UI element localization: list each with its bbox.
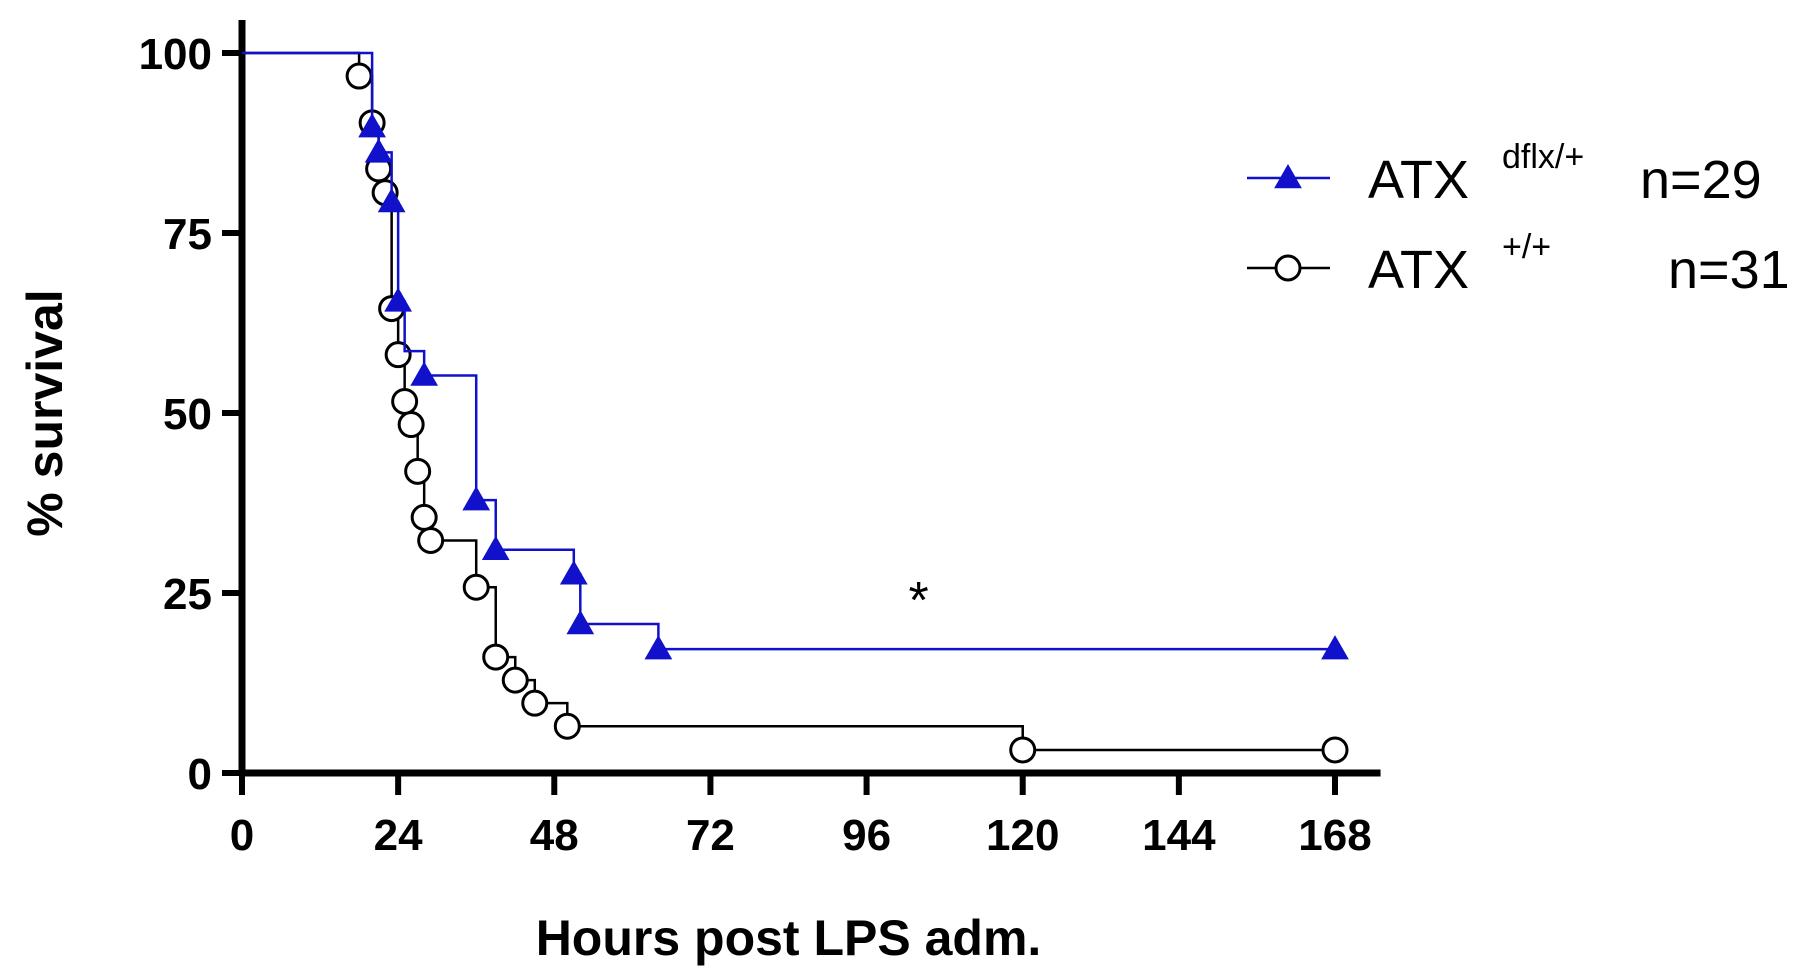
- series-layer: [242, 51, 1349, 764]
- censor-marker-triangle: [566, 609, 595, 635]
- y-tick-label: 75: [163, 210, 212, 259]
- axes: 0 24 48 72 96 120 144 168 0 25 50 75 100: [139, 20, 1381, 860]
- x-tick-label: 120: [986, 811, 1059, 860]
- x-axis-title: Hours post LPS adm.: [536, 910, 1042, 966]
- censor-marker-triangle: [364, 138, 393, 163]
- censor-marker-triangle: [384, 287, 413, 312]
- significance-annotation: *: [908, 572, 928, 630]
- censor-marker-circle: [1321, 736, 1349, 764]
- legend-label: ATX: [1368, 150, 1469, 210]
- censor-marker-triangle: [377, 188, 406, 213]
- x-tick-label: 0: [230, 811, 254, 860]
- censor-marker-circle: [345, 62, 373, 90]
- series-0: [242, 51, 1349, 660]
- series-1: [242, 51, 1349, 764]
- censor-marker-triangle: [410, 361, 439, 386]
- censor-marker-circle: [482, 643, 510, 671]
- censor-marker-circle: [417, 526, 445, 554]
- censor-marker-circle: [397, 411, 425, 439]
- x-tick-label: 168: [1298, 811, 1371, 860]
- x-tick-label: 144: [1142, 811, 1216, 860]
- censor-marker-circle: [384, 341, 412, 369]
- censor-marker-circle: [462, 573, 490, 601]
- legend-marker-triangle: [1274, 163, 1302, 189]
- censor-marker-circle: [553, 712, 581, 740]
- legend-entry-1: ATX +/+ n=31: [1247, 228, 1790, 300]
- censor-marker-triangle: [358, 113, 386, 138]
- censor-marker-triangle: [644, 635, 673, 660]
- legend-n-label: n=31: [1668, 240, 1790, 300]
- legend-entry-0: ATX dflx/+ n=29: [1247, 138, 1762, 210]
- legend-marker-circle: [1274, 254, 1302, 282]
- legend: ATX dflx/+ n=29 ATX +/+ n=31: [1247, 138, 1790, 300]
- censor-marker-triangle: [559, 560, 588, 585]
- censor-marker-circle: [410, 503, 438, 531]
- y-tick-label: 0: [188, 750, 212, 799]
- censor-marker-circle: [404, 457, 432, 485]
- y-tick-label: 50: [163, 390, 212, 439]
- censor-marker-circle: [521, 689, 549, 717]
- x-tick-label: 72: [686, 811, 735, 860]
- censor-marker-circle: [391, 387, 419, 415]
- x-tick-label: 48: [530, 811, 579, 860]
- censor-marker-triangle: [481, 535, 510, 561]
- censor-marker-circle: [501, 666, 529, 694]
- survival-step-line: [242, 51, 1335, 651]
- x-tick-label: 96: [842, 811, 891, 860]
- legend-superscript: +/+: [1502, 228, 1551, 266]
- censor-marker-triangle: [1321, 635, 1349, 660]
- censor-marker-triangle: [462, 486, 491, 511]
- legend-superscript: dflx/+: [1502, 138, 1584, 176]
- censor-marker-circle: [1009, 736, 1037, 764]
- x-tick-label: 24: [374, 811, 423, 860]
- y-tick-label: 25: [163, 570, 212, 619]
- legend-n-label: n=29: [1640, 150, 1762, 210]
- y-axis-title: % survival: [17, 289, 73, 536]
- legend-label: ATX: [1368, 240, 1469, 300]
- y-tick-label: 100: [139, 30, 212, 79]
